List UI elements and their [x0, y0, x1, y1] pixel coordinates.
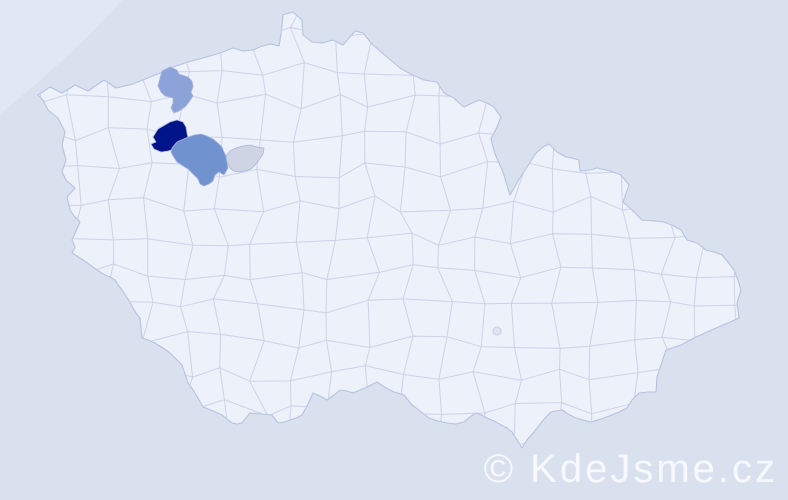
small-enclave-district: [492, 326, 502, 336]
highlighted-district-central-blue[interactable]: [170, 133, 229, 187]
highlighted-district-central-gray[interactable]: [225, 144, 265, 173]
country-outline: [37, 11, 742, 449]
watermark-link[interactable]: © KdeJsme.cz: [484, 447, 778, 491]
neighbor-region-patch: [0, 0, 122, 114]
highlighted-district-northwest-upper[interactable]: [157, 66, 194, 114]
